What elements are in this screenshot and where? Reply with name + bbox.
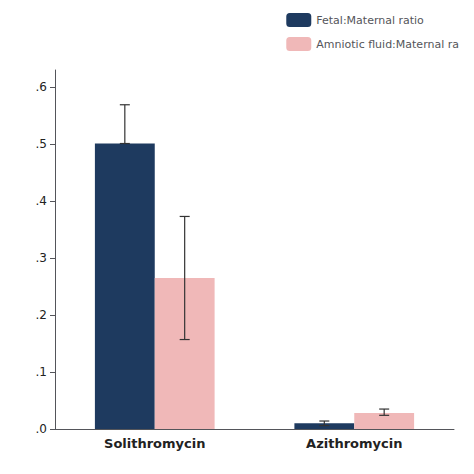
svg-text:Azithromycin: Azithromycin <box>306 436 402 451</box>
svg-text:.4: .4 <box>36 194 47 208</box>
svg-text:Fetal:Maternal ratio: Fetal:Maternal ratio <box>316 14 424 27</box>
svg-text:.6: .6 <box>36 80 47 94</box>
svg-text:.5: .5 <box>36 137 47 151</box>
svg-text:.0: .0 <box>36 422 47 436</box>
svg-text:Solithromycin: Solithromycin <box>104 436 205 451</box>
svg-text:Amniotic fluid:Maternal ra: Amniotic fluid:Maternal ra <box>316 38 459 51</box>
svg-text:.3: .3 <box>36 251 47 265</box>
svg-text:.2: .2 <box>36 308 47 322</box>
svg-text:.1: .1 <box>36 365 47 379</box>
